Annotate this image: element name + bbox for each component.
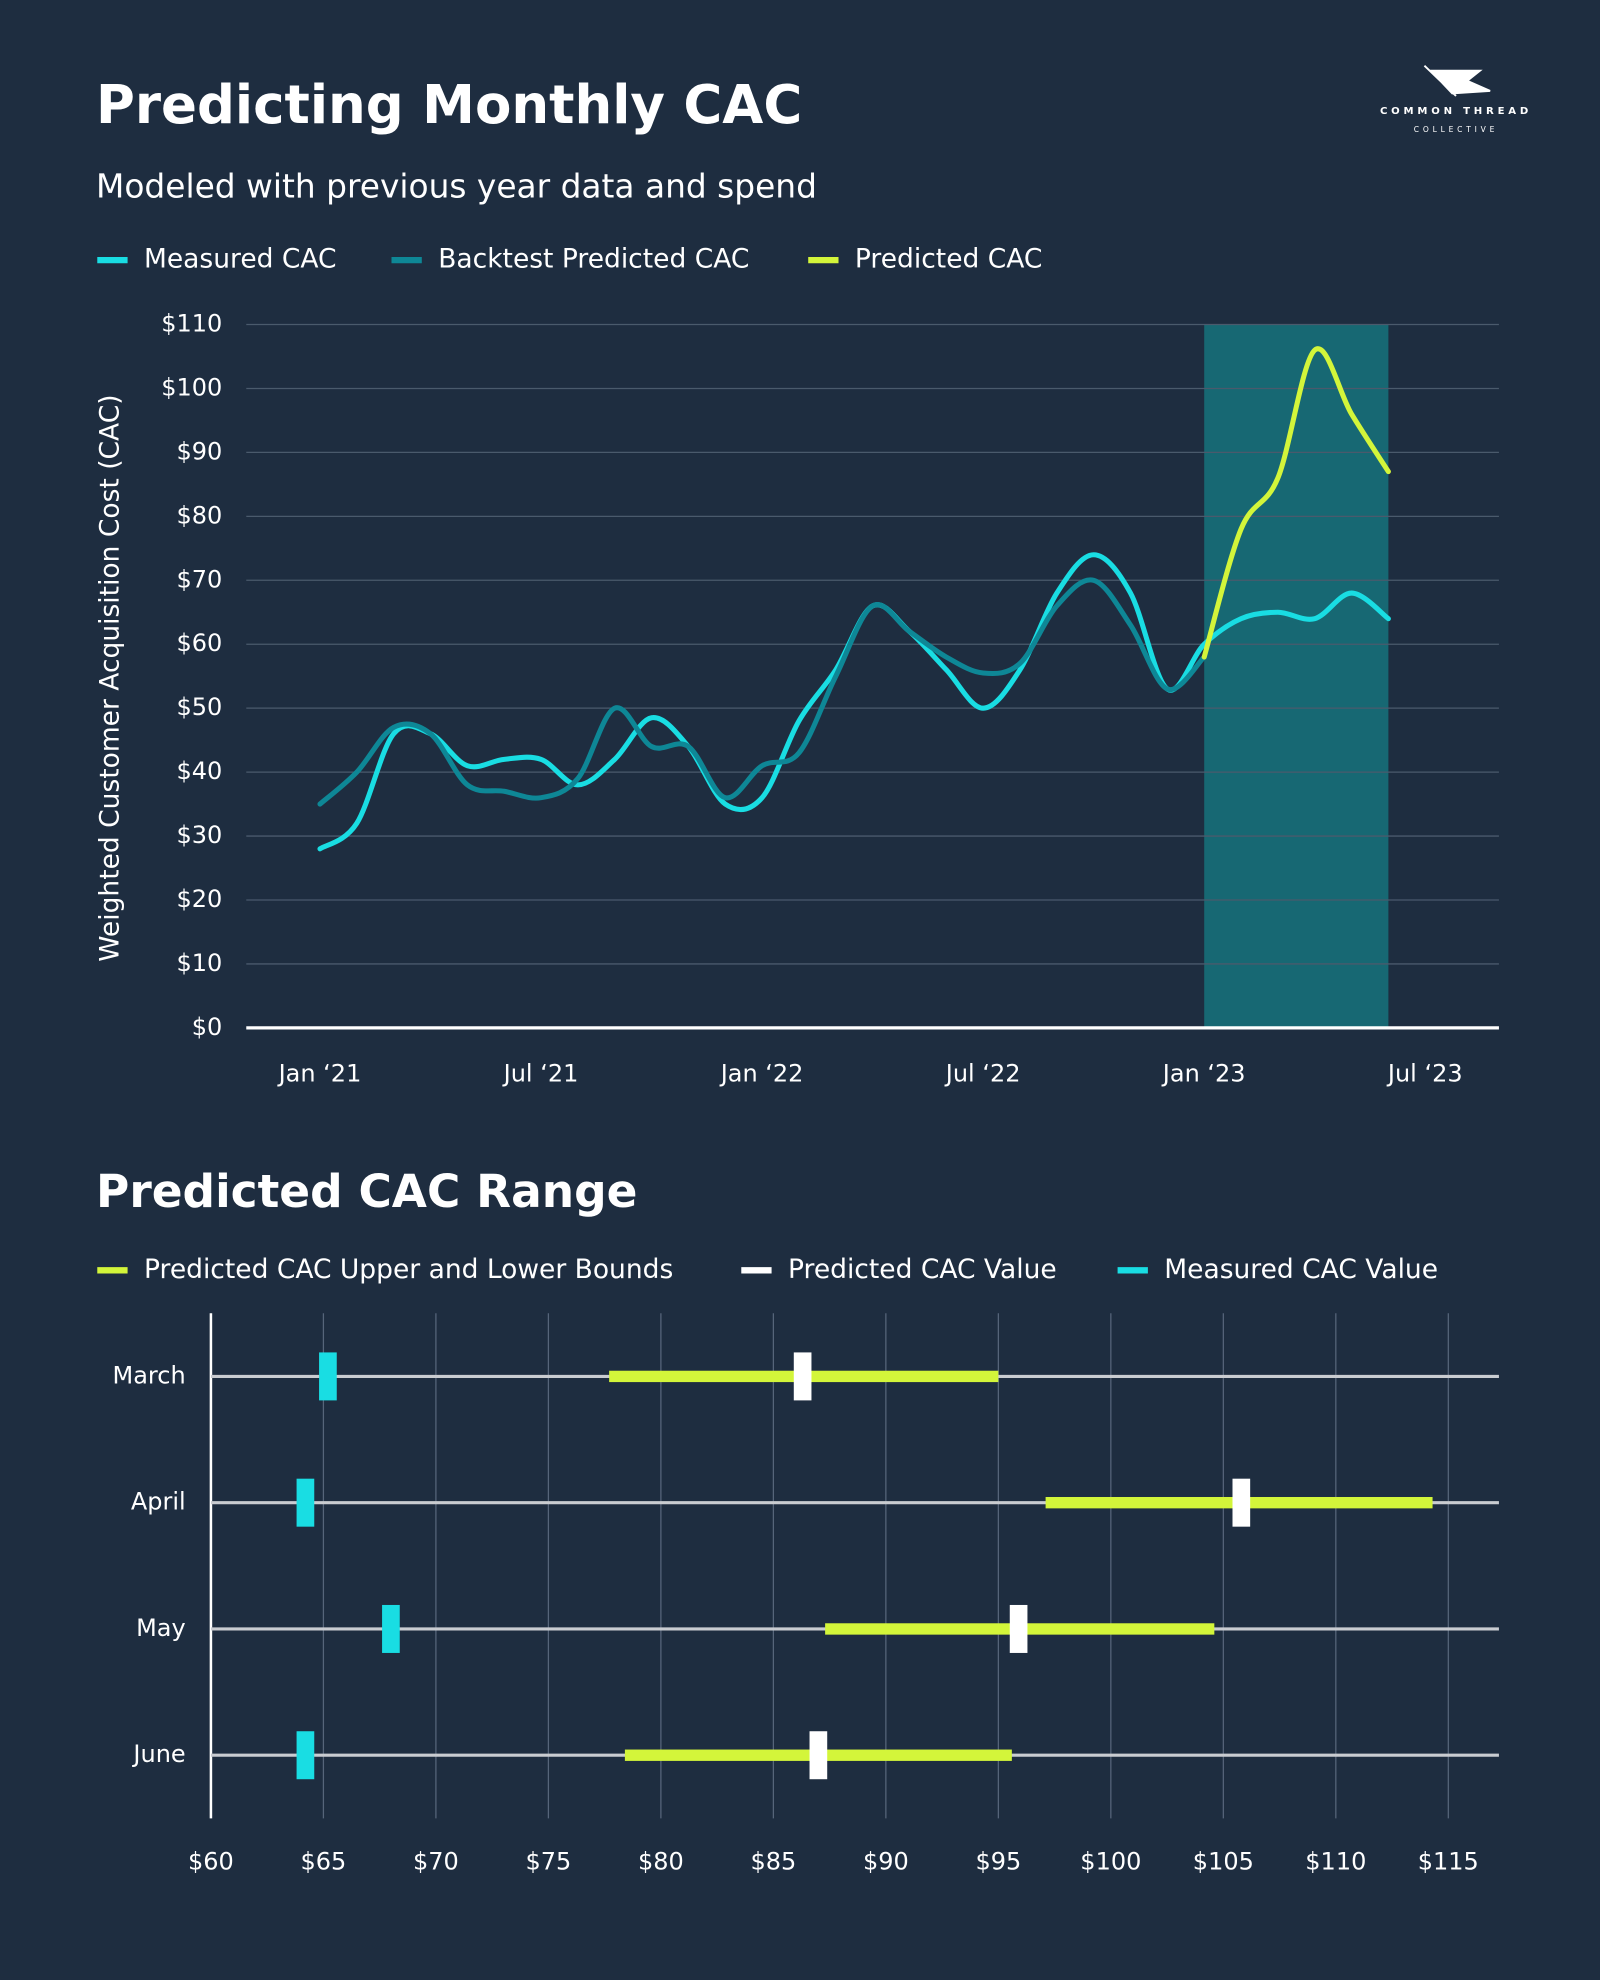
predicted-marker xyxy=(1009,1604,1028,1653)
y-tick-label: $0 xyxy=(192,1013,223,1041)
logo-name: COMMON THREAD xyxy=(1380,106,1532,117)
x-tick-label: $60 xyxy=(188,1848,234,1876)
y-tick-label: $100 xyxy=(161,373,222,401)
predicted-marker xyxy=(1232,1478,1251,1527)
x-tick-label: Jan ‘21 xyxy=(277,1060,362,1088)
y-tick-label: $90 xyxy=(177,437,223,465)
predicted-marker xyxy=(809,1731,828,1780)
legend-label: Predicted CAC xyxy=(855,244,1042,275)
category-label: May xyxy=(136,1614,186,1642)
logo-sub: COLLECTIVE xyxy=(1414,125,1498,134)
x-tick-label: $65 xyxy=(301,1848,347,1876)
measured-marker xyxy=(382,1604,400,1653)
x-tick-label: Jan ‘23 xyxy=(1161,1060,1246,1088)
legend-label: Predicted CAC Upper and Lower Bounds xyxy=(144,1254,673,1285)
category-label: June xyxy=(131,1740,185,1768)
measured-marker xyxy=(319,1352,337,1401)
y-tick-label: $80 xyxy=(177,501,223,529)
chart-subtitle: Modeled with previous year data and spen… xyxy=(96,168,817,206)
x-tick-label: Jul ‘23 xyxy=(1386,1060,1463,1088)
measured-marker xyxy=(296,1478,315,1527)
x-tick-label: Jul ‘21 xyxy=(502,1060,579,1088)
predicted-marker xyxy=(793,1352,812,1401)
y-tick-label: $70 xyxy=(177,565,223,593)
x-tick-label: Jan ‘22 xyxy=(719,1060,804,1088)
x-tick-label: $115 xyxy=(1418,1848,1479,1876)
y-tick-label: $30 xyxy=(177,821,223,849)
x-tick-label: $95 xyxy=(975,1848,1021,1876)
category-label: March xyxy=(113,1361,186,1389)
x-tick-label: $70 xyxy=(413,1848,459,1876)
y-tick-label: $20 xyxy=(177,885,223,913)
y-tick-label: $110 xyxy=(161,310,222,338)
x-tick-label: $85 xyxy=(750,1848,796,1876)
x-tick-label: $75 xyxy=(526,1848,572,1876)
x-tick-label: $100 xyxy=(1080,1848,1141,1876)
line-series xyxy=(317,577,1207,807)
line-series xyxy=(1201,346,1391,660)
legend-label: Measured CAC Value xyxy=(1164,1254,1438,1285)
y-tick-label: $50 xyxy=(177,693,223,721)
measured-marker xyxy=(296,1731,315,1780)
x-tick-label: $90 xyxy=(863,1848,909,1876)
y-tick-label: $60 xyxy=(177,629,223,657)
x-tick-label: $80 xyxy=(638,1848,684,1876)
x-tick-label: Jul ‘22 xyxy=(944,1060,1021,1088)
y-tick-label: $10 xyxy=(177,949,223,977)
highlight-region xyxy=(1204,324,1389,1028)
y-tick-label: $40 xyxy=(177,757,223,785)
logo-flag xyxy=(1423,64,1491,97)
x-tick-label: $105 xyxy=(1193,1848,1254,1876)
legend-label: Backtest Predicted CAC xyxy=(438,244,749,275)
legend-label: Predicted CAC Value xyxy=(788,1254,1057,1285)
logo: COMMON THREAD COLLECTIVE xyxy=(1380,64,1532,134)
chart-title: Predicting Monthly CAC xyxy=(96,74,802,136)
legend-label: Measured CAC xyxy=(144,244,337,275)
category-label: April xyxy=(131,1488,186,1516)
x-tick-label: $110 xyxy=(1305,1848,1366,1876)
y-axis-label: Weighted Customer Acquisition Cost (CAC) xyxy=(95,394,126,961)
chart-title: Predicted CAC Range xyxy=(96,1165,637,1218)
